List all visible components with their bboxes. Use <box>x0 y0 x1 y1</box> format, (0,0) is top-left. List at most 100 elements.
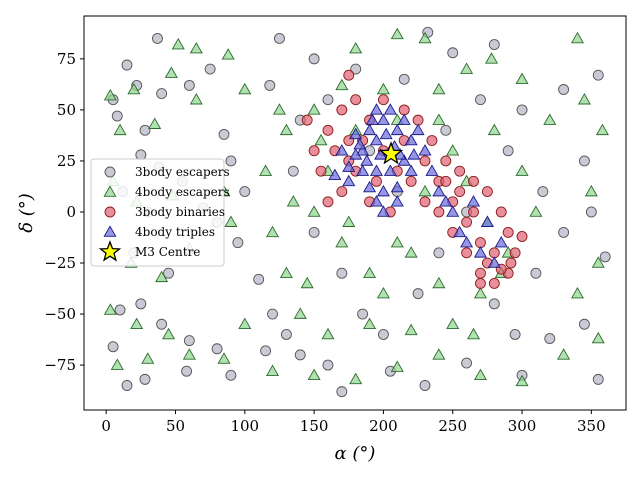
data-point <box>558 226 570 238</box>
data-point <box>127 82 141 95</box>
data-point <box>286 195 300 207</box>
data-point <box>412 114 424 126</box>
data-point <box>433 206 445 218</box>
data-point <box>342 215 356 227</box>
series-m3-centre <box>378 141 404 165</box>
series-3body-escapers <box>107 26 611 398</box>
data-point <box>461 216 473 228</box>
legend: 3body escapers 4body escapers 3body binari… <box>90 158 230 267</box>
data-point <box>335 144 349 156</box>
data-point <box>267 308 278 320</box>
data-point <box>357 308 369 320</box>
data-point <box>502 145 514 157</box>
data-point <box>516 231 528 242</box>
data-point <box>446 317 460 330</box>
data-point <box>360 154 374 166</box>
data-point <box>155 270 169 283</box>
data-point <box>322 196 334 208</box>
data-point <box>390 195 404 207</box>
legend-label: M3 Centre <box>135 245 200 259</box>
data-point <box>398 73 410 85</box>
data-point <box>113 123 127 136</box>
data-point <box>475 94 486 106</box>
data-point <box>308 53 320 65</box>
y-axis-label: δ (°) <box>16 193 37 233</box>
data-point <box>432 348 446 360</box>
data-point <box>336 104 348 116</box>
data-point <box>468 175 479 187</box>
data-point <box>447 47 459 59</box>
data-point <box>369 133 384 146</box>
data-point <box>390 27 404 40</box>
data-point <box>260 345 272 357</box>
data-point <box>152 33 163 44</box>
data-point <box>322 94 334 106</box>
x-tick-label: 250 <box>438 417 467 435</box>
data-point <box>182 348 196 360</box>
data-point <box>537 186 549 198</box>
data-point <box>404 246 418 258</box>
legend-label: 3body escapers <box>135 165 230 179</box>
data-point <box>363 180 377 193</box>
data-point <box>238 82 252 95</box>
data-point <box>419 196 431 208</box>
data-point <box>432 82 446 95</box>
legend-marker <box>104 166 116 178</box>
data-point <box>544 333 556 344</box>
x-tick-label: 0 <box>101 417 111 435</box>
data-point <box>148 117 162 129</box>
data-point <box>383 164 397 176</box>
data-point <box>265 364 280 376</box>
data-point <box>397 113 411 125</box>
data-point <box>376 286 390 299</box>
data-point <box>487 256 501 268</box>
data-point <box>349 127 363 140</box>
data-point <box>107 341 119 353</box>
data-point <box>239 186 251 198</box>
data-point <box>221 48 235 60</box>
y-tick-label: 75 <box>57 50 76 68</box>
x-tick-label: 300 <box>508 417 537 435</box>
data-point <box>390 360 404 372</box>
legend-label: 4body escapers <box>135 185 230 199</box>
data-point <box>272 103 286 115</box>
data-point <box>121 59 133 71</box>
data-point <box>349 372 363 385</box>
data-point <box>342 174 356 187</box>
data-point <box>460 235 474 248</box>
data-point <box>232 237 244 249</box>
data-point <box>412 288 424 300</box>
data-point <box>365 113 379 125</box>
data-point <box>592 69 604 81</box>
data-point <box>488 277 500 289</box>
data-point <box>404 323 418 336</box>
data-point <box>390 235 404 248</box>
data-point <box>509 247 521 259</box>
data-point <box>473 368 487 381</box>
data-point <box>103 303 117 315</box>
y-axis: −75 −50 −25 0 25 50 75 <box>44 50 84 374</box>
y-tick-label: −50 <box>44 305 76 323</box>
data-point <box>135 298 147 310</box>
legend-items: 3body escapers 4body escapers 3body binari… <box>98 165 230 262</box>
data-point <box>336 267 348 279</box>
data-point <box>371 175 382 187</box>
series-4body-triples <box>328 103 508 268</box>
data-point <box>171 37 185 50</box>
data-point <box>280 329 292 340</box>
data-point <box>461 357 473 369</box>
data-point <box>377 94 389 106</box>
data-point <box>224 215 238 227</box>
data-point <box>350 94 362 106</box>
data-point <box>376 82 390 95</box>
data-point <box>253 273 265 285</box>
legend-marker <box>103 185 117 197</box>
data-point <box>211 343 223 355</box>
data-point <box>322 124 334 136</box>
data-point <box>440 175 452 187</box>
legend-marker <box>103 225 117 237</box>
data-point <box>419 155 431 167</box>
data-point <box>418 184 432 197</box>
data-point <box>418 31 432 44</box>
data-point <box>189 93 203 105</box>
